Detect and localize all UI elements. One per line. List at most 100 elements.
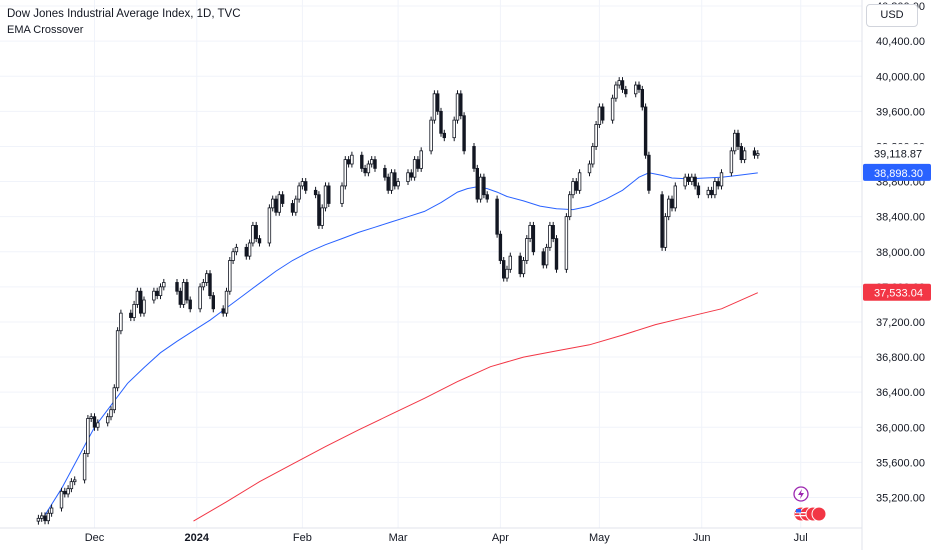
candle-body [204,273,209,283]
candle [257,235,262,247]
candle-body [327,185,331,204]
candle [591,142,595,168]
x-tick-label: 2024 [185,532,210,544]
candle-body [274,198,278,213]
candle [518,252,522,278]
candle-body [571,181,575,196]
price-label-last: 39,118.87 [862,144,932,163]
candle-body [106,416,110,424]
candle-body [43,515,47,522]
y-tick-label: 40,400.00 [876,36,925,48]
candle-body [155,290,159,297]
candle [369,156,374,168]
candle [531,221,536,256]
indicator-name: EMA Crossover [7,24,84,36]
candle-body [551,225,555,239]
y-tick-label: 38,000.00 [876,247,925,259]
candle [188,296,192,313]
candle-body [389,172,394,191]
currency-button[interactable]: USD [866,4,918,27]
candle-body [112,387,116,411]
candle [409,169,413,181]
candle [739,142,743,164]
candle [46,509,50,525]
candle-body [201,282,206,288]
candle-body [49,507,54,514]
candle [432,90,437,124]
candle-body [247,242,252,257]
candle [587,160,592,177]
x-tick-label: Jul [794,532,808,544]
candle-body [637,84,641,90]
price-label-badge [863,283,931,301]
candle [459,90,463,120]
candle-body [462,115,466,152]
candle-body [742,150,747,161]
candle [290,199,295,216]
candle-body [178,290,182,305]
candle [548,221,552,251]
candle-body [363,167,367,174]
candle [455,90,460,124]
candle [162,278,166,291]
candle-body [142,299,146,314]
candle-body [277,194,281,213]
candle-body [643,106,648,156]
candle [63,487,67,498]
candle-body [251,225,255,244]
candle-body [300,181,305,187]
candle [129,309,133,322]
candle [82,450,87,484]
us-flag-icon[interactable] [793,506,827,522]
price-label-ema_fast: 38,898.30 [863,163,931,181]
candle-body [46,512,50,522]
candle [683,173,687,190]
y-tick-label: 35,600.00 [876,457,925,469]
candle-body [257,238,262,244]
candle [393,169,397,190]
candle-body [498,233,503,261]
candle [300,178,305,190]
candle [119,309,123,335]
candle [247,239,252,260]
candle [66,485,70,498]
candle-body [109,409,113,418]
candle-body [254,225,258,239]
candle [89,413,93,422]
candle-body [617,80,621,86]
candle-body [132,303,136,318]
y-tick-label: 36,800.00 [876,352,925,364]
candle [49,504,54,517]
candle-body [713,181,717,196]
candle-body [544,246,549,266]
candle [185,278,189,304]
candle [294,195,298,216]
lightning-icon[interactable] [793,486,809,502]
candle-body [472,146,476,169]
candle [320,204,324,229]
candle [752,147,757,159]
candle [115,327,120,392]
candle [733,129,737,155]
candle-body [587,163,592,174]
candle [624,85,628,98]
candle-body [673,185,677,209]
y-tick-label: 36,000.00 [876,422,925,434]
candle-body [597,106,602,125]
candle-body [435,93,440,112]
candle [482,173,486,199]
candle [670,195,674,212]
candle-body [577,172,582,191]
candle [280,191,285,207]
candle-body [36,517,41,522]
candle [696,182,701,199]
candle [554,235,559,273]
candle-body [119,312,123,332]
candle [158,283,163,300]
candle [155,287,159,300]
candle-body [564,216,569,270]
candle [416,156,420,172]
candle-body [270,198,275,209]
candle [69,478,74,493]
